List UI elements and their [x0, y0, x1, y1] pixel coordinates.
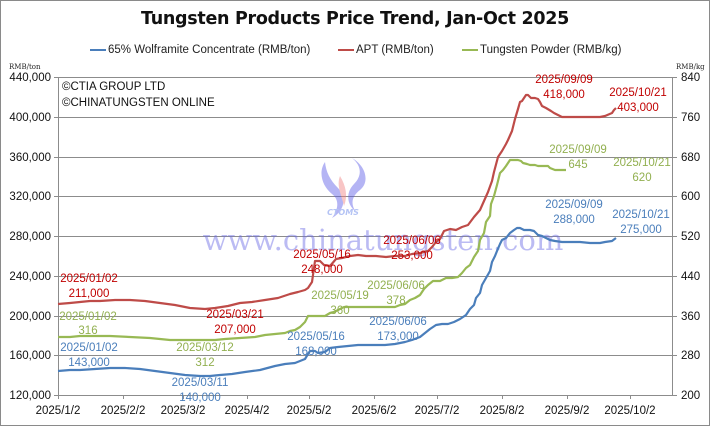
series-line-wolframite: [57, 226, 617, 378]
annotation-date: 2025/05/19: [311, 290, 369, 302]
gridlines: [58, 77, 672, 396]
copyright-line-2: ©CHINATUNGSTEN ONLINE: [62, 97, 215, 109]
right-tick: 680: [681, 152, 700, 164]
watermark-logo-text: CTOMS: [327, 208, 359, 217]
copyright-line-1: ©CTIA GROUP LTD: [62, 81, 166, 93]
x-tick: 2025/6/2: [352, 405, 397, 417]
annotation-value: 312: [195, 357, 214, 369]
annotation-date: 2025/10/21: [609, 87, 667, 99]
left-tick: 280,000: [9, 231, 51, 243]
legend-label-wolframite: 65% Wolframite Concentrate (RMB/ton): [108, 44, 311, 56]
right-axis-unit: RMB/kg: [676, 63, 705, 71]
left-tick: 240,000: [9, 271, 51, 283]
annotation-date: 2025/10/21: [613, 157, 671, 169]
annotations-apt: 2025/01/02 211,000 2025/03/21 207,000 20…: [60, 74, 667, 336]
annotation-date: 2025/03/12: [176, 342, 234, 354]
annotation-value: 316: [78, 325, 97, 337]
legend-item-wolframite: 65% Wolframite Concentrate (RMB/ton): [90, 44, 310, 56]
left-tick: 320,000: [9, 191, 51, 203]
chart-title: Tungsten Products Price Trend, Jan-Oct 2…: [141, 9, 569, 29]
series-line-powder: [58, 158, 566, 342]
annotation-value: 403,000: [617, 102, 659, 114]
x-tick: 2025/5/2: [287, 405, 332, 417]
left-tick: 440,000: [9, 72, 51, 84]
legend-item-powder: Tungsten Powder (RMB/kg): [462, 44, 621, 56]
legend-label-powder: Tungsten Powder (RMB/kg): [480, 44, 622, 56]
left-tick: 120,000: [9, 390, 51, 402]
annotation-date: 2025/05/16: [287, 331, 345, 343]
legend-swatch-apt: [338, 49, 354, 51]
legend-swatch-powder: [462, 49, 478, 51]
left-axis-unit: RMB/ton: [9, 63, 41, 71]
annotation-value: 253,000: [391, 250, 433, 262]
annotation-value: 248,000: [301, 264, 343, 276]
right-tick: 760: [681, 112, 700, 124]
annotation-value: 360: [330, 305, 349, 317]
right-tick: 280: [681, 350, 700, 362]
annotation-date: 2025/03/11: [172, 377, 229, 389]
right-tick: 440: [681, 271, 700, 283]
series-line-apt: [57, 93, 617, 311]
chart-legend: 65% Wolframite Concentrate (RMB/ton) APT…: [0, 44, 710, 60]
annotation-value: 275,000: [620, 224, 662, 236]
annotation-date: 2025/01/02: [59, 311, 117, 323]
right-tick: 360: [681, 311, 700, 323]
left-tick: 160,000: [9, 350, 51, 362]
annotation-date: 2025/01/02: [60, 273, 118, 285]
annotation-date: 2025/06/06: [383, 235, 441, 247]
legend-item-apt: APT (RMB/ton): [338, 44, 434, 56]
annotation-value: 211,000: [69, 288, 110, 300]
annotation-value: 645: [568, 159, 587, 171]
annotation-date: 2025/09/09: [549, 144, 607, 156]
annotation-value: 173,000: [377, 331, 419, 343]
legend-label-apt: APT (RMB/ton): [356, 44, 434, 56]
x-tick: 2025/4/2: [225, 405, 270, 417]
left-tick: 360,000: [9, 152, 51, 164]
right-tick: 840: [681, 72, 700, 84]
annotation-value: 418,000: [543, 89, 585, 101]
annotation-value: 140,000: [179, 392, 221, 404]
x-tick: 2025/10/2: [604, 405, 655, 417]
legend-swatch-wolframite: [90, 49, 106, 51]
annotation-value: 620: [632, 172, 651, 184]
axis-ticks: [54, 77, 677, 399]
x-tick: 2025/2/2: [101, 405, 146, 417]
x-tick: 2025/8/2: [480, 405, 525, 417]
annotation-date: 2025/01/02: [60, 342, 118, 354]
right-tick: 520: [681, 231, 700, 243]
annotation-date: 2025/06/06: [367, 280, 425, 292]
left-tick: 400,000: [9, 112, 51, 124]
right-tick: 600: [681, 191, 700, 203]
annotation-date: 2025/09/09: [535, 74, 593, 86]
left-tick: 200,000: [9, 311, 51, 323]
annotation-value: 378: [386, 295, 405, 307]
annotation-value: 207,000: [214, 324, 256, 336]
annotation-date: 2025/05/16: [293, 249, 351, 261]
x-tick: 2025/1/2: [36, 405, 81, 417]
x-tick: 2025/7/2: [415, 405, 460, 417]
annotation-value: 143,000: [68, 357, 110, 369]
x-tick: 2025/3/2: [161, 405, 206, 417]
annotation-date: 2025/09/09: [545, 199, 603, 211]
annotation-value: 288,000: [553, 214, 595, 226]
left-axis-labels: 440,000 400,000 360,000 320,000 280,000 …: [9, 72, 51, 402]
annotation-date: 2025/10/21: [612, 209, 670, 221]
right-axis-labels: 840 760 680 600 520 440 360 280 200: [681, 72, 700, 402]
right-tick: 200: [681, 390, 700, 402]
x-tick: 2025/9/2: [545, 405, 590, 417]
annotation-date: 2025/06/06: [369, 316, 427, 328]
x-axis-labels: 2025/1/2 2025/2/2 2025/3/2 2025/4/2 2025…: [36, 405, 656, 417]
annotation-date: 2025/03/21: [206, 309, 264, 321]
annotation-value: 168,000: [295, 346, 337, 358]
watermark-logo: CTOMS: [321, 158, 366, 218]
annotations-powder: 2025/01/02 316 2025/03/12 312 2025/05/19…: [59, 144, 671, 369]
annotations-wolframite: 2025/01/02 143,000 2025/03/11 140,000 20…: [60, 199, 670, 404]
